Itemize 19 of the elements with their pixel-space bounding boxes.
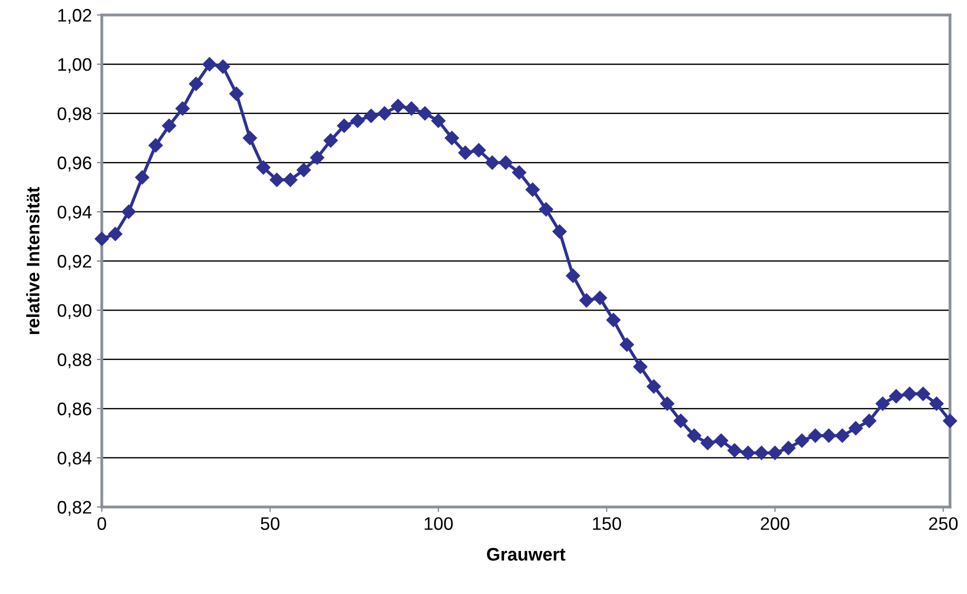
x-axis-title: Grauwert	[487, 548, 566, 561]
y-tick-label: 0,92	[58, 254, 92, 270]
y-axis-title: relative Intensität	[26, 186, 40, 334]
y-tick-label: 0,94	[58, 206, 92, 221]
y-tick-label: 1,00	[58, 58, 92, 74]
x-tick-label: 250	[929, 517, 958, 530]
y-tick-label: 0,84	[58, 452, 92, 467]
x-tick-label: 150	[592, 517, 622, 530]
x-tick-label: 0	[97, 517, 106, 530]
x-tick-label: 200	[760, 517, 790, 530]
y-tick-label: 0,86	[58, 402, 92, 418]
y-tick-label: 0,90	[58, 304, 92, 320]
y-tick-label: 0,82	[58, 500, 92, 516]
y-tick-label: 0,88	[58, 353, 92, 368]
x-tick-label: 50	[260, 517, 280, 530]
y-tick-label: 1,02	[58, 8, 92, 24]
x-tick-label: 100	[424, 517, 453, 530]
y-tick-label: 0,96	[58, 156, 92, 172]
y-tick-label: 0,98	[58, 107, 92, 122]
